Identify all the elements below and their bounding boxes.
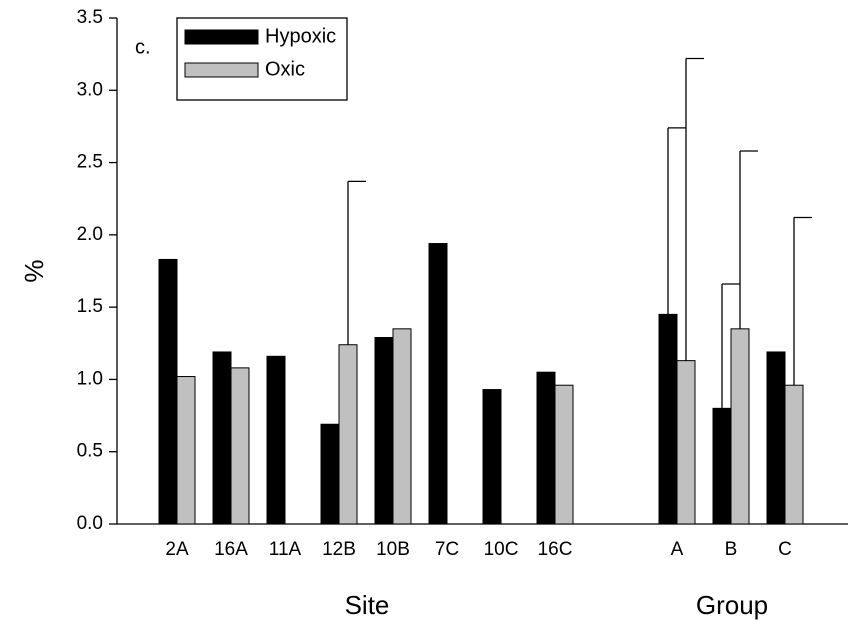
x-tick-label: 12B [322, 539, 356, 560]
y-tick-label: 1.0 [77, 368, 103, 389]
x-tick-label: C [778, 539, 792, 560]
bar [428, 243, 448, 525]
y-tick-label: 2.5 [77, 152, 103, 173]
bar [658, 313, 678, 525]
bar [676, 360, 696, 525]
bar [766, 351, 786, 525]
bar [320, 423, 340, 525]
y-tick-label: 1.5 [77, 296, 103, 317]
x-tick-label: 2A [165, 539, 189, 560]
x-tick-label: B [725, 539, 738, 560]
x-tick-label: 11A [269, 539, 302, 560]
legend-label: Hypoxic [265, 25, 336, 47]
x-tick-label: 16C [538, 539, 573, 560]
x-tick-label: 10C [484, 539, 519, 560]
bar [482, 389, 502, 525]
x-tick-label: 7C [435, 539, 459, 560]
y-tick-label: 0.5 [77, 441, 103, 462]
bar [712, 407, 732, 525]
y-tick-label: 3.0 [77, 79, 103, 100]
legend-label: Oxic [265, 58, 305, 80]
annotation: c. [135, 36, 151, 58]
x-tick-label: A [671, 539, 684, 560]
legend-swatch [184, 62, 259, 78]
y-tick-label: 3.5 [77, 7, 103, 28]
bar [392, 328, 412, 525]
bar [338, 344, 358, 525]
bar [230, 367, 250, 525]
bar [730, 328, 750, 525]
x-axis-label: Group [696, 590, 768, 620]
x-tick-label: 10B [376, 539, 410, 560]
y-tick-label: 0.0 [77, 513, 103, 534]
bar [374, 337, 394, 525]
bar [212, 351, 232, 525]
bar [784, 384, 804, 525]
y-tick-label: 2.0 [77, 224, 103, 245]
x-tick-label: 16A [214, 539, 248, 560]
bar [158, 258, 178, 525]
x-axis-label: Site [345, 590, 390, 620]
bar [536, 371, 556, 525]
legend-swatch [184, 29, 259, 45]
bar [266, 355, 286, 525]
bar [176, 376, 196, 525]
bar [554, 384, 574, 525]
y-axis-label: % [19, 259, 49, 282]
